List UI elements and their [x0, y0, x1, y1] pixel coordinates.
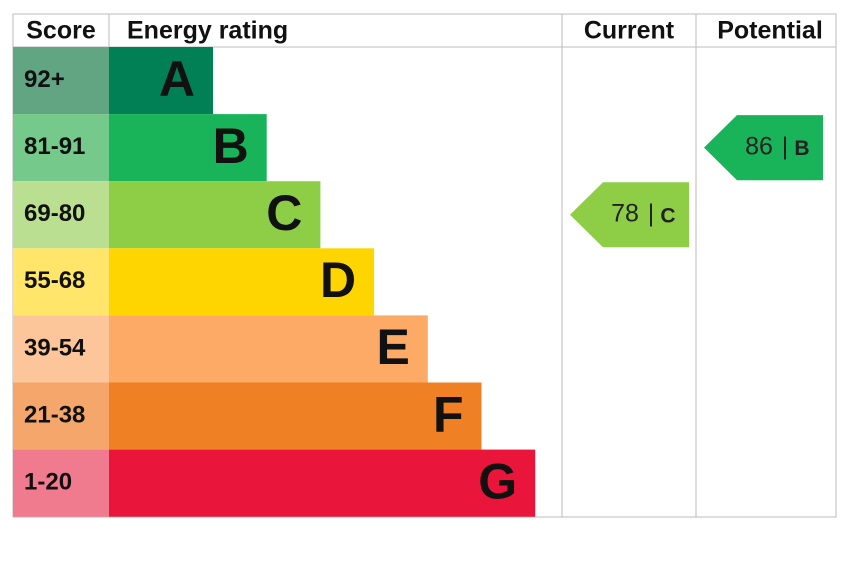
band-bar	[109, 181, 321, 249]
score-cell	[13, 248, 109, 316]
current-value: 78	[611, 199, 639, 227]
current-separator: |	[648, 199, 655, 227]
current-arrow	[570, 182, 689, 248]
band-letter: C	[266, 185, 302, 241]
band-letter: E	[376, 319, 409, 375]
band-letter: B	[213, 118, 249, 174]
score-cell	[13, 114, 109, 182]
band-letter: F	[433, 386, 464, 442]
score-cell	[13, 449, 109, 517]
score-cell	[13, 47, 109, 115]
score-label: 55-68	[24, 267, 85, 294]
current-rating: C	[660, 204, 675, 227]
band-bar	[109, 47, 213, 115]
band-letter: A	[159, 51, 195, 107]
band-letter: D	[320, 252, 356, 308]
potential-arrow	[704, 115, 823, 181]
header-potential: Potential	[717, 17, 823, 45]
score-cell	[13, 181, 109, 249]
band-letter: G	[478, 453, 517, 509]
band-bar	[109, 248, 375, 316]
band-bar	[109, 382, 482, 450]
score-label: 39-54	[24, 334, 86, 361]
header-rating: Energy rating	[127, 17, 288, 45]
band-bar	[109, 114, 267, 182]
score-cell	[13, 382, 109, 450]
score-cell	[13, 315, 109, 383]
header-current: Current	[584, 17, 675, 45]
potential-value: 86	[745, 132, 773, 160]
score-label: 1-20	[24, 468, 72, 495]
band-bar	[109, 315, 428, 383]
potential-rating: B	[794, 137, 809, 160]
potential-separator: |	[782, 132, 789, 160]
score-label: 92+	[24, 66, 65, 93]
score-label: 69-80	[24, 200, 85, 227]
band-bar	[109, 449, 536, 517]
score-label: 21-38	[24, 401, 85, 428]
score-label: 81-91	[24, 133, 85, 160]
header-score: Score	[26, 17, 96, 45]
